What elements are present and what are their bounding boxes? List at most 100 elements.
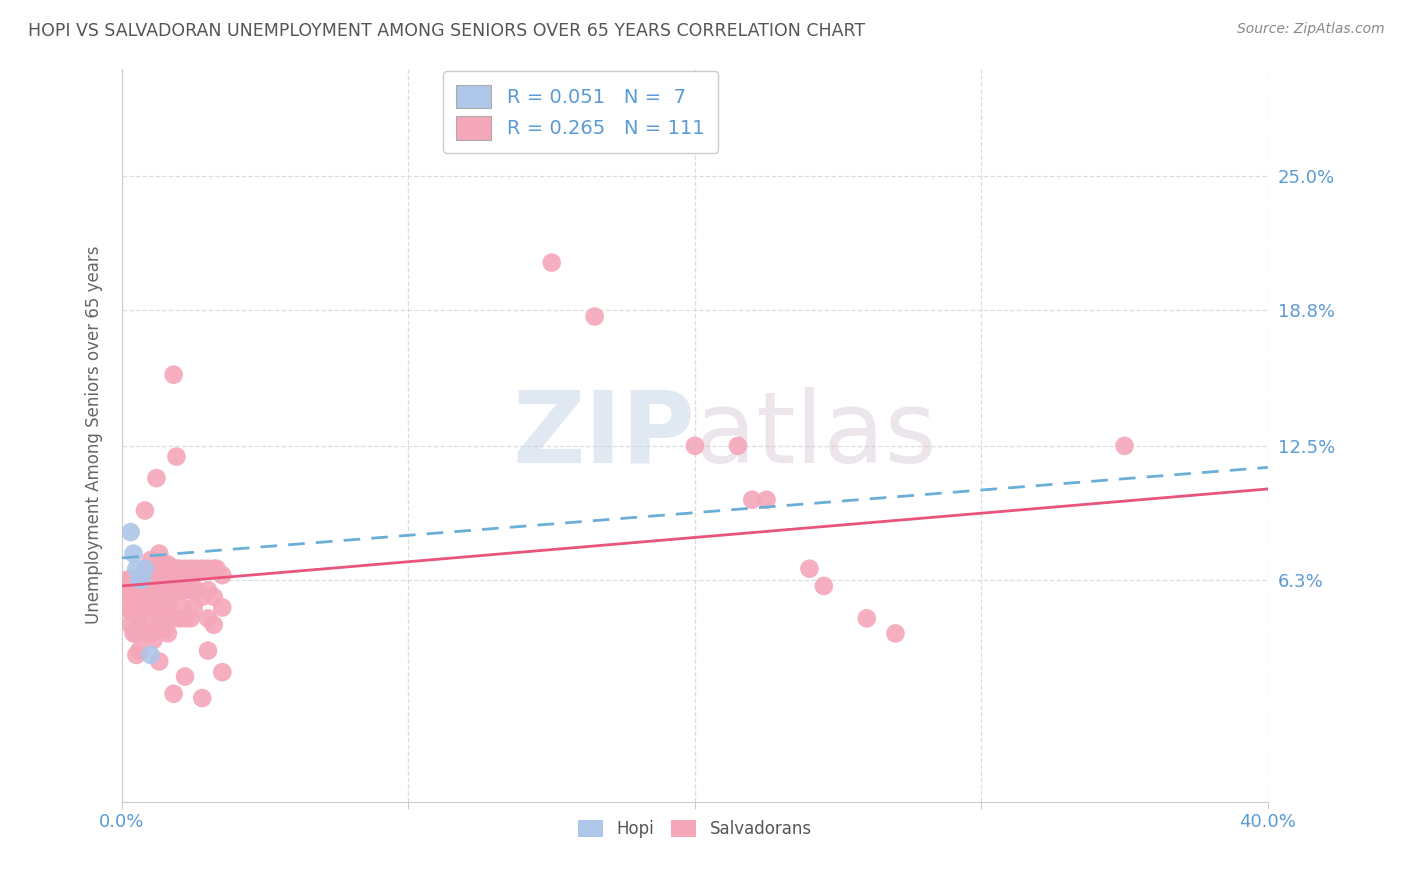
Point bbox=[139, 579, 162, 593]
Point bbox=[120, 590, 142, 604]
Point bbox=[134, 626, 156, 640]
Point bbox=[117, 573, 139, 587]
Point bbox=[148, 590, 170, 604]
Point bbox=[117, 583, 139, 598]
Point bbox=[142, 562, 165, 576]
Point bbox=[131, 568, 153, 582]
Point bbox=[156, 574, 179, 589]
Point bbox=[197, 562, 219, 576]
Point bbox=[142, 583, 165, 598]
Point bbox=[125, 579, 148, 593]
Point bbox=[813, 579, 835, 593]
Point bbox=[139, 626, 162, 640]
Point bbox=[180, 583, 202, 598]
Point bbox=[128, 574, 150, 589]
Point bbox=[156, 600, 179, 615]
Point bbox=[125, 562, 148, 576]
Point bbox=[683, 439, 706, 453]
Point bbox=[145, 600, 167, 615]
Point bbox=[162, 583, 184, 598]
Point bbox=[741, 492, 763, 507]
Point bbox=[134, 583, 156, 598]
Point bbox=[139, 600, 162, 615]
Point bbox=[540, 255, 562, 269]
Point bbox=[202, 562, 225, 576]
Point bbox=[148, 655, 170, 669]
Point bbox=[142, 605, 165, 619]
Point bbox=[186, 562, 208, 576]
Point bbox=[150, 579, 173, 593]
Point bbox=[145, 471, 167, 485]
Point bbox=[145, 622, 167, 636]
Y-axis label: Unemployment Among Seniors over 65 years: Unemployment Among Seniors over 65 years bbox=[86, 246, 103, 624]
Point bbox=[172, 600, 194, 615]
Text: HOPI VS SALVADORAN UNEMPLOYMENT AMONG SENIORS OVER 65 YEARS CORRELATION CHART: HOPI VS SALVADORAN UNEMPLOYMENT AMONG SE… bbox=[28, 22, 865, 40]
Point bbox=[117, 600, 139, 615]
Point bbox=[156, 558, 179, 572]
Point bbox=[148, 547, 170, 561]
Point bbox=[128, 583, 150, 598]
Point bbox=[174, 611, 197, 625]
Point bbox=[139, 648, 162, 662]
Point bbox=[122, 605, 145, 619]
Point bbox=[131, 617, 153, 632]
Point bbox=[166, 562, 188, 576]
Point bbox=[583, 310, 606, 324]
Point bbox=[153, 579, 176, 593]
Point bbox=[148, 568, 170, 582]
Point bbox=[134, 600, 156, 615]
Point bbox=[122, 579, 145, 593]
Point bbox=[186, 583, 208, 598]
Point bbox=[145, 562, 167, 576]
Point bbox=[136, 600, 159, 615]
Point bbox=[183, 600, 205, 615]
Point bbox=[197, 583, 219, 598]
Point bbox=[159, 590, 181, 604]
Point bbox=[136, 579, 159, 593]
Point bbox=[150, 622, 173, 636]
Point bbox=[174, 562, 197, 576]
Point bbox=[174, 669, 197, 683]
Point bbox=[211, 665, 233, 680]
Point bbox=[162, 562, 184, 576]
Text: atlas: atlas bbox=[695, 386, 936, 483]
Point bbox=[159, 568, 181, 582]
Point bbox=[884, 626, 907, 640]
Point bbox=[1114, 439, 1136, 453]
Point bbox=[169, 583, 191, 598]
Point bbox=[153, 622, 176, 636]
Legend: Hopi, Salvadorans: Hopi, Salvadorans bbox=[572, 813, 818, 845]
Point bbox=[120, 617, 142, 632]
Point bbox=[166, 583, 188, 598]
Point bbox=[153, 562, 176, 576]
Point bbox=[131, 596, 153, 610]
Text: Source: ZipAtlas.com: Source: ZipAtlas.com bbox=[1237, 22, 1385, 37]
Point bbox=[122, 626, 145, 640]
Point bbox=[136, 626, 159, 640]
Point bbox=[183, 568, 205, 582]
Point bbox=[134, 568, 156, 582]
Point bbox=[134, 562, 156, 576]
Point bbox=[211, 600, 233, 615]
Point bbox=[180, 611, 202, 625]
Point bbox=[125, 626, 148, 640]
Point bbox=[145, 579, 167, 593]
Point bbox=[180, 562, 202, 576]
Point bbox=[755, 492, 778, 507]
Point bbox=[202, 617, 225, 632]
Point bbox=[125, 605, 148, 619]
Point bbox=[128, 573, 150, 587]
Point bbox=[122, 547, 145, 561]
Point bbox=[162, 368, 184, 382]
Point bbox=[159, 611, 181, 625]
Point bbox=[202, 590, 225, 604]
Point bbox=[122, 590, 145, 604]
Point bbox=[191, 590, 214, 604]
Point bbox=[211, 568, 233, 582]
Text: ZIP: ZIP bbox=[512, 386, 695, 483]
Point bbox=[150, 558, 173, 572]
Point bbox=[125, 648, 148, 662]
Point bbox=[162, 687, 184, 701]
Point bbox=[131, 583, 153, 598]
Point bbox=[134, 503, 156, 517]
